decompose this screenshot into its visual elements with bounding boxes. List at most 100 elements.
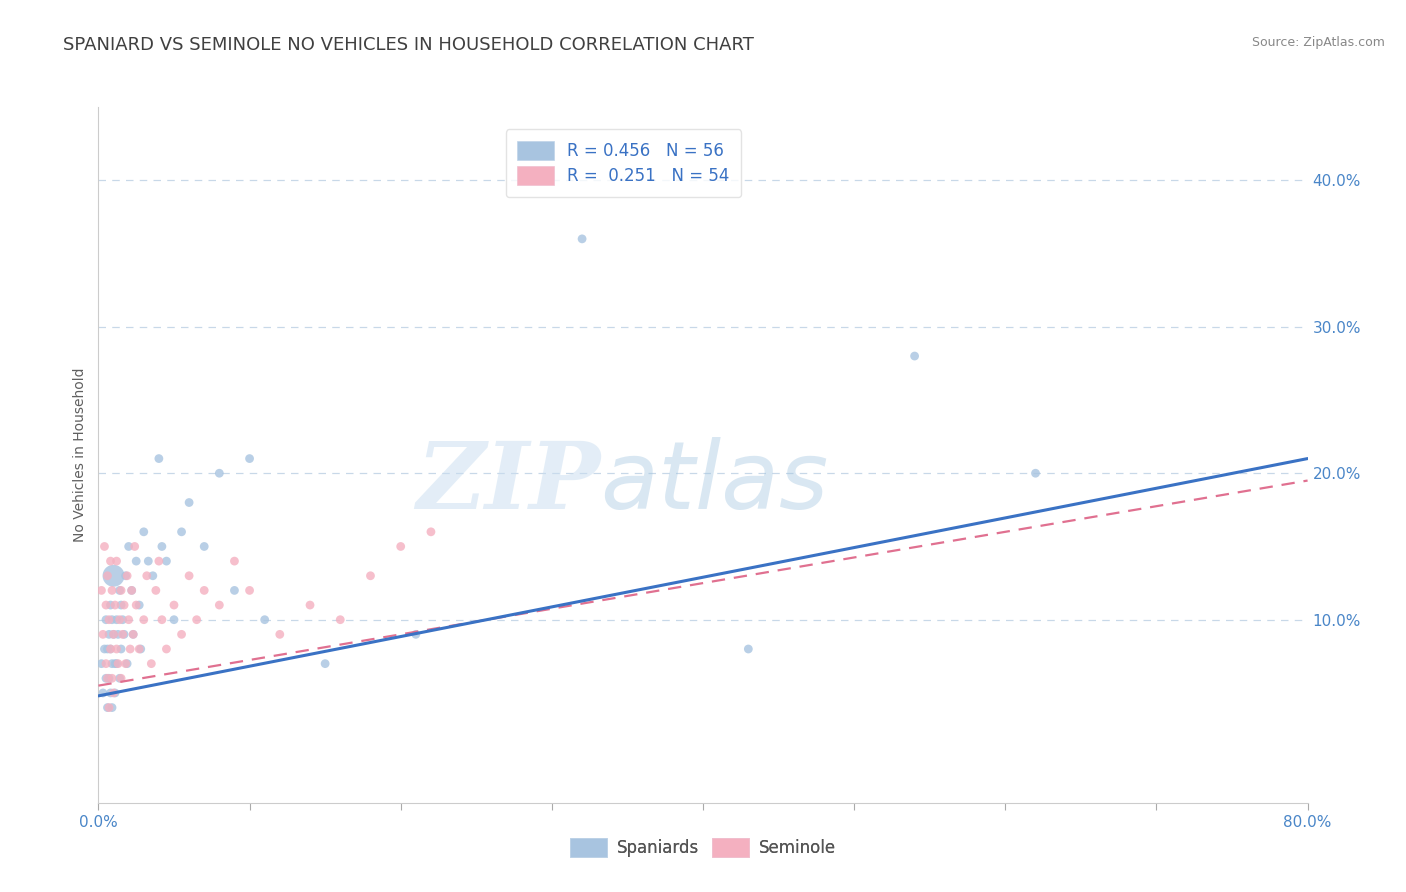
Point <box>120 642 142 657</box>
Point <box>360 568 382 582</box>
Point <box>163 613 186 627</box>
Point <box>170 524 193 539</box>
Point <box>101 657 124 671</box>
Point <box>115 568 138 582</box>
Point <box>101 671 124 685</box>
Point <box>98 671 121 685</box>
Point <box>148 554 170 568</box>
Point <box>107 627 129 641</box>
Point <box>329 613 352 627</box>
Point <box>253 613 276 627</box>
Point <box>224 583 246 598</box>
Point <box>132 613 155 627</box>
Point <box>100 642 122 657</box>
Point <box>101 613 124 627</box>
Point <box>96 700 118 714</box>
Point <box>105 657 128 671</box>
Point <box>124 540 146 554</box>
Point <box>163 598 186 612</box>
Point <box>118 540 141 554</box>
Legend: Spaniards, Seminole: Spaniards, Seminole <box>564 831 842 864</box>
Point <box>148 451 170 466</box>
Point <box>136 554 159 568</box>
Text: Source: ZipAtlas.com: Source: ZipAtlas.com <box>1251 36 1385 49</box>
Point <box>108 671 131 685</box>
Point <box>112 627 135 641</box>
Point <box>737 642 759 657</box>
Point <box>179 495 201 509</box>
Point <box>121 583 143 598</box>
Text: ZIP: ZIP <box>416 438 600 528</box>
Point <box>299 598 322 612</box>
Point <box>239 583 262 598</box>
Point <box>94 598 117 612</box>
Point <box>193 583 215 598</box>
Point <box>121 583 143 598</box>
Point <box>100 686 122 700</box>
Point <box>111 613 134 627</box>
Point <box>103 627 125 641</box>
Point <box>110 642 132 657</box>
Point <box>904 349 927 363</box>
Point <box>112 598 135 612</box>
Point <box>100 598 122 612</box>
Point <box>420 524 443 539</box>
Point <box>98 627 121 641</box>
Point <box>94 671 117 685</box>
Point <box>105 613 128 627</box>
Point <box>104 686 127 700</box>
Point <box>135 568 157 582</box>
Point <box>110 671 132 685</box>
Point <box>150 540 173 554</box>
Point <box>96 642 118 657</box>
Point <box>150 613 173 627</box>
Point <box>98 613 121 627</box>
Point <box>269 627 291 641</box>
Point <box>91 686 114 700</box>
Point <box>129 642 152 657</box>
Point <box>239 451 262 466</box>
Text: SPANIARD VS SEMINOLE NO VEHICLES IN HOUSEHOLD CORRELATION CHART: SPANIARD VS SEMINOLE NO VEHICLES IN HOUS… <box>63 36 754 54</box>
Point <box>141 657 163 671</box>
Point <box>125 598 148 612</box>
Point <box>193 540 215 554</box>
Point <box>100 554 122 568</box>
Point <box>224 554 246 568</box>
Point <box>389 540 412 554</box>
Point <box>104 598 127 612</box>
Point <box>142 568 165 582</box>
Point <box>132 524 155 539</box>
Point <box>314 657 336 671</box>
Point <box>100 642 122 657</box>
Point <box>107 657 129 671</box>
Point <box>93 540 115 554</box>
Point <box>179 568 201 582</box>
Point <box>111 627 134 641</box>
Point <box>125 554 148 568</box>
Point <box>90 583 112 598</box>
Point <box>105 554 128 568</box>
Point <box>98 700 121 714</box>
Point <box>94 657 117 671</box>
Point <box>96 568 118 582</box>
Point <box>101 583 124 598</box>
Point <box>155 642 177 657</box>
Point <box>93 642 115 657</box>
Point <box>114 568 136 582</box>
Point <box>186 613 208 627</box>
Point <box>103 568 125 582</box>
Point <box>1024 467 1046 481</box>
Point <box>170 627 193 641</box>
Point <box>118 613 141 627</box>
Point <box>108 583 131 598</box>
Point <box>128 642 150 657</box>
Point <box>122 627 145 641</box>
Point <box>208 467 231 481</box>
Point <box>101 700 124 714</box>
Point <box>110 583 132 598</box>
Point <box>115 657 138 671</box>
Point <box>405 627 427 641</box>
Point <box>104 657 127 671</box>
Point <box>110 598 132 612</box>
Text: atlas: atlas <box>600 437 828 528</box>
